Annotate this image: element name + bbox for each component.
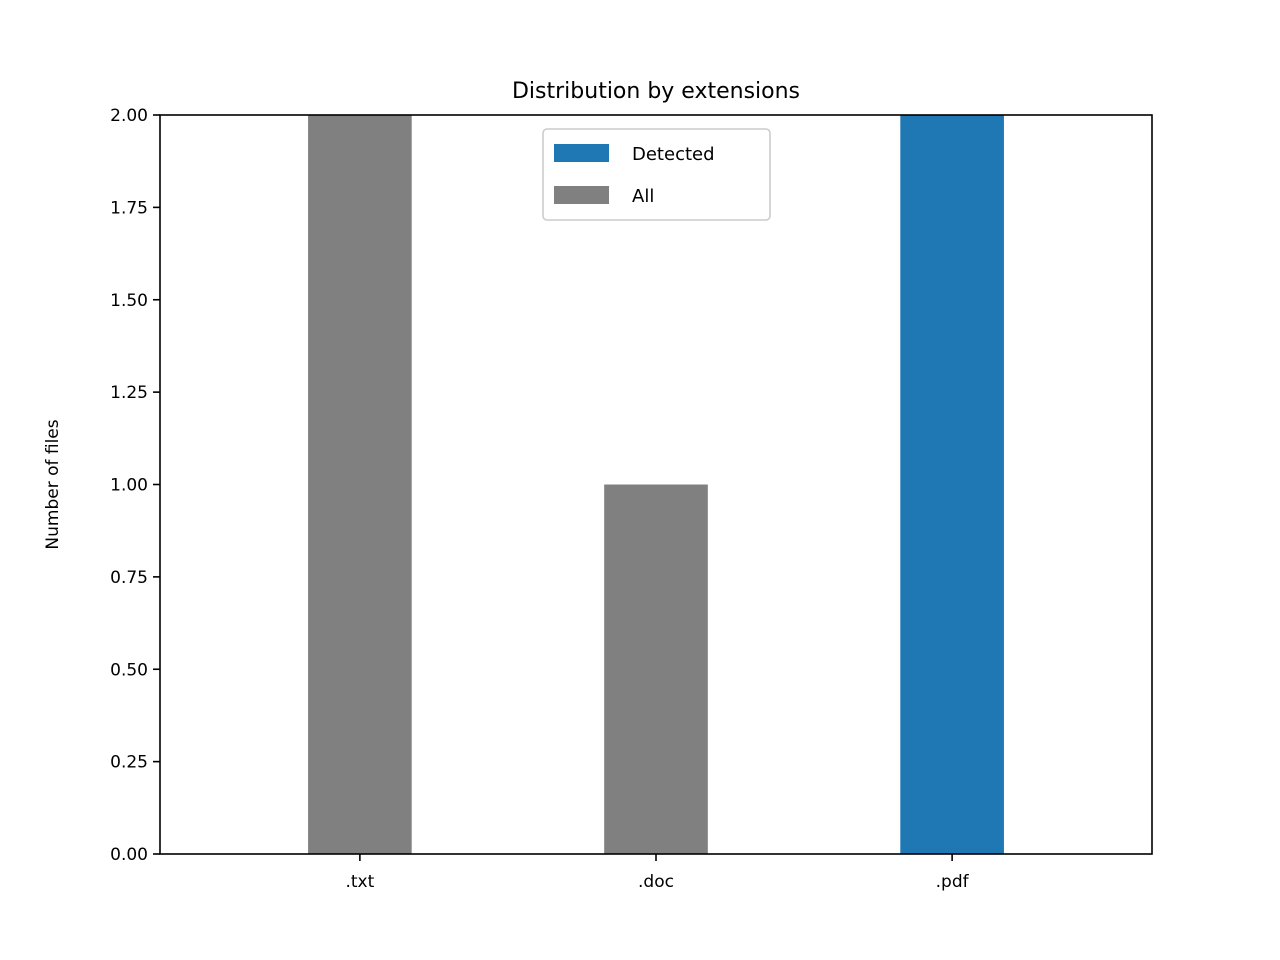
x-tick-label: .doc — [638, 872, 674, 892]
chart-title: Distribution by extensions — [512, 79, 800, 104]
legend-swatch-all — [554, 186, 609, 204]
bar-doc-all — [604, 484, 708, 854]
legend-box — [542, 128, 771, 221]
x-tick-label: .txt — [345, 872, 374, 892]
legend: Detected All — [542, 128, 771, 221]
y-tick-label: 1.25 — [110, 383, 148, 403]
x-axis: .txt .doc .pdf — [345, 854, 970, 892]
legend-label-all: All — [632, 186, 654, 207]
y-tick-label: 1.00 — [110, 476, 148, 496]
y-tick-label: 1.50 — [110, 291, 148, 311]
legend-label-detected: Detected — [632, 144, 715, 165]
y-axis: 0.00 0.25 0.50 0.75 1.00 1.25 1.50 1.75 2.00 — [110, 106, 160, 865]
bar-txt-all — [308, 115, 412, 854]
y-axis-label: Number of files — [43, 419, 63, 549]
x-tick-label: .pdf — [936, 872, 970, 892]
legend-swatch-detected — [554, 144, 609, 162]
y-tick-label: 0.75 — [110, 568, 148, 588]
y-tick-label: 0.25 — [110, 753, 148, 773]
bars-layer — [308, 115, 1004, 854]
y-tick-label: 0.50 — [110, 660, 148, 680]
bar-pdf-detected — [900, 115, 1004, 854]
y-tick-label: 2.00 — [110, 106, 148, 126]
y-tick-label: 0.00 — [110, 845, 148, 865]
y-tick-label: 1.75 — [110, 198, 148, 218]
